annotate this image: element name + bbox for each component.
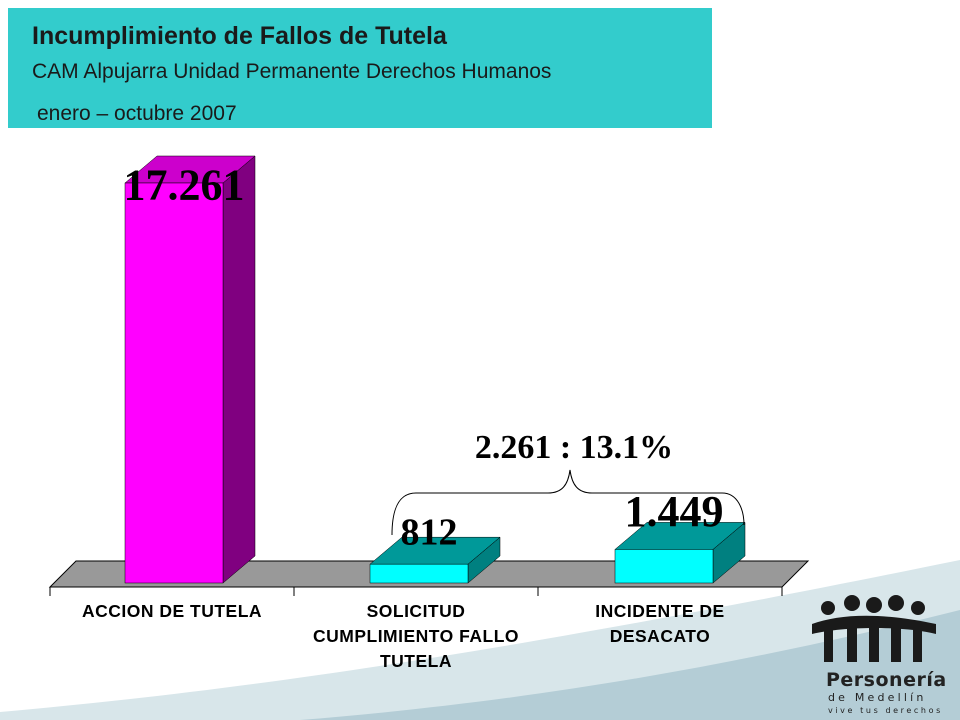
- category-label: TUTELA: [380, 651, 452, 671]
- category-label: CUMPLIMIENTO FALLO: [313, 626, 519, 646]
- value-label: 17.261: [124, 161, 245, 210]
- category-label: ACCION DE TUTELA: [82, 601, 262, 621]
- chart-title: Incumplimiento de Fallos de Tutela: [32, 22, 447, 50]
- bar-front: [614, 549, 714, 584]
- chart-subtitle: CAM Alpujarra Unidad Permanente Derechos…: [32, 60, 552, 83]
- personeria-logo: Personería de Medellín vive tus derechos: [812, 595, 947, 715]
- logo-sub: de Medellín: [828, 691, 927, 704]
- bars-layer: [124, 155, 746, 584]
- value-labels-layer: 17.261 812 1.449: [124, 161, 724, 554]
- category-labels-layer: ACCION DE TUTELA SOLICITUD CUMPLIMIENTO FA…: [82, 601, 724, 671]
- annotation-brace: [391, 469, 745, 536]
- category-label: DESACATO: [610, 626, 711, 646]
- category-label: INCIDENTE DE: [595, 601, 724, 621]
- bar: [369, 536, 501, 584]
- logo-tagline: vive tus derechos: [828, 706, 943, 715]
- bar-front: [369, 563, 469, 584]
- category-label: SOLICITUD: [367, 601, 466, 621]
- logo-figures-icon: [812, 595, 936, 662]
- logo-name: Personería: [826, 669, 947, 691]
- title-box: Incumplimiento de Fallos de Tutela CAM A…: [8, 8, 712, 128]
- bar-front: [124, 182, 224, 584]
- value-label: 812: [401, 512, 458, 554]
- bar: [614, 521, 746, 584]
- chart-period: enero – octubre 2007: [37, 102, 237, 125]
- background-wave-dark: [300, 610, 960, 720]
- annotation-label: 2.261 : 13.1%: [475, 429, 673, 466]
- value-label: 1.449: [625, 487, 724, 536]
- bar-side: [222, 155, 256, 584]
- bar: [124, 155, 256, 584]
